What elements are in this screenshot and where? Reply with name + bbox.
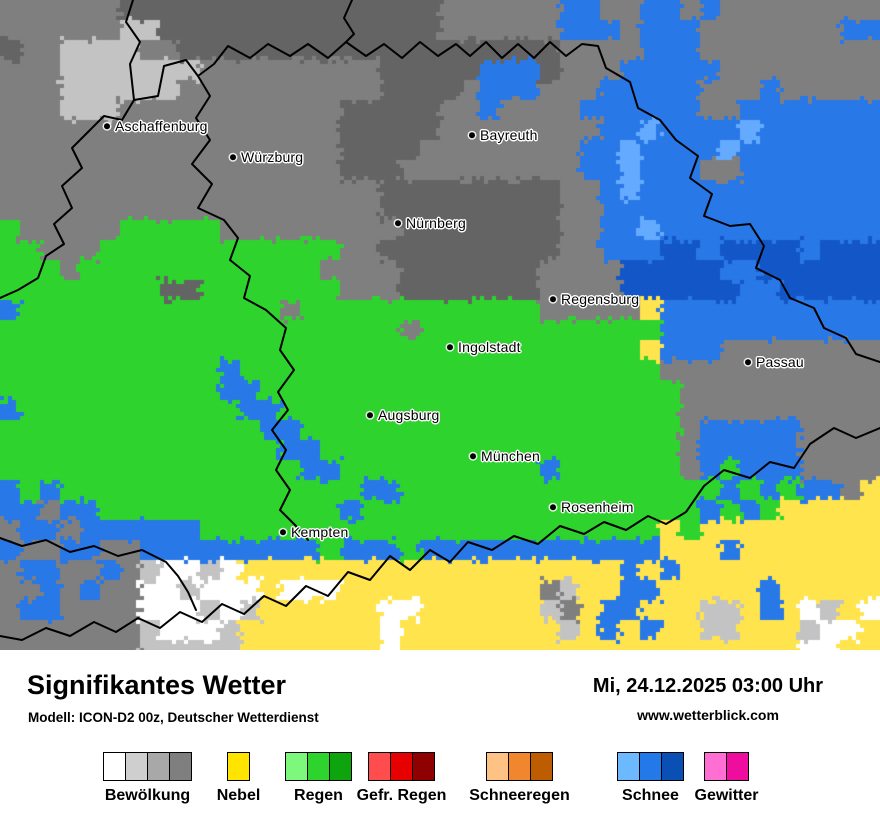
website-label: www.wetterblick.com xyxy=(637,707,779,723)
legend-swatch xyxy=(103,752,126,781)
city-dot xyxy=(470,453,476,460)
legend-label: Schneeregen xyxy=(469,787,570,804)
border-line xyxy=(87,41,599,133)
state-borders-overlay xyxy=(0,0,880,641)
city-dot xyxy=(230,154,236,161)
city-label: Würzburg xyxy=(241,149,304,166)
legend-label: Regen xyxy=(294,787,343,804)
city-marker-ingolstadt: Ingolstadt xyxy=(447,339,521,355)
caption-area: Signifikantes Wetter Modell: ICON-D2 00z… xyxy=(0,650,880,830)
legend-swatch xyxy=(307,752,330,781)
city-dot xyxy=(104,123,110,130)
city-label: Regensburg xyxy=(561,291,640,308)
city-marker-regensburg: Regensburg xyxy=(550,291,639,307)
city-dot xyxy=(367,412,373,419)
legend-swatch-row xyxy=(227,752,250,781)
city-label: Aschaffenburg xyxy=(115,118,208,135)
city-label: München xyxy=(481,448,540,465)
border-line xyxy=(191,75,309,541)
datetime-block: Mi, 24.12.2025 03:00 Uhr www.wetterblick… xyxy=(558,675,858,723)
city-dot xyxy=(550,296,556,303)
legend-swatch xyxy=(508,752,531,781)
city-dot xyxy=(745,359,751,366)
city-label: Kempten xyxy=(291,524,349,541)
legend-group-schneeregen: Schneeregen xyxy=(469,752,570,804)
legend-swatch-row xyxy=(486,752,553,781)
legend-swatch xyxy=(726,752,749,781)
city-marker-münchen: München xyxy=(470,448,540,464)
border-line xyxy=(343,0,355,43)
legend-group-gefr-regen: Gefr. Regen xyxy=(357,752,446,804)
legend-swatch-row xyxy=(617,752,684,781)
border-line xyxy=(597,45,880,363)
legend-swatch xyxy=(125,752,148,781)
legend-label: Schnee xyxy=(622,787,679,804)
city-marker-rosenheim: Rosenheim xyxy=(550,499,634,515)
city-marker-bayreuth: Bayreuth xyxy=(469,127,538,143)
legend-label: Bewölkung xyxy=(104,787,191,804)
page-title: Signifikantes Wetter xyxy=(27,670,287,700)
legend-group-nebel: Nebel xyxy=(217,752,260,804)
legend-swatch-row xyxy=(368,752,435,781)
border-line xyxy=(0,427,880,641)
city-label: Ingolstadt xyxy=(458,339,521,356)
city-marker-aschaffenburg: Aschaffenburg xyxy=(104,118,208,134)
legend-group-schnee: Schnee xyxy=(617,752,684,804)
legend-swatch xyxy=(704,752,727,781)
legend-swatch xyxy=(390,752,413,781)
legend-label: Gewitter xyxy=(694,787,759,804)
legend-group-regen: Regen xyxy=(285,752,352,804)
city-dot xyxy=(447,344,453,351)
legend-swatch-row xyxy=(103,752,192,781)
city-marker-würzburg: Würzburg xyxy=(230,149,303,165)
city-dot xyxy=(395,220,401,227)
border-line xyxy=(0,131,89,299)
legend-swatch-row xyxy=(704,752,749,781)
legend-label: Gefr. Regen xyxy=(356,787,447,804)
border-line xyxy=(0,537,197,611)
datetime-label: Mi, 24.12.2025 03:00 Uhr xyxy=(592,675,824,697)
border-line xyxy=(125,0,141,101)
legend-swatch xyxy=(617,752,640,781)
city-label: Rosenheim xyxy=(561,499,634,516)
city-marker-passau: Passau xyxy=(745,354,804,370)
city-dot xyxy=(550,504,556,511)
legend-swatch-row xyxy=(285,752,352,781)
legend-swatch xyxy=(329,752,352,781)
precipitation-raster-layer xyxy=(0,0,880,650)
legend-swatch xyxy=(285,752,308,781)
city-label: Augsburg xyxy=(378,407,440,424)
city-label: Bayreuth xyxy=(480,127,538,144)
legend-group-bewölkung: Bewölkung xyxy=(103,752,192,804)
legend-swatch xyxy=(639,752,662,781)
legend-swatch xyxy=(530,752,553,781)
weather-map: Aschaffenburg Würzburg Bayreuth Nürnberg Reg… xyxy=(0,0,880,650)
legend-swatch xyxy=(661,752,684,781)
legend-swatch xyxy=(169,752,192,781)
legend-swatch xyxy=(412,752,435,781)
city-marker-augsburg: Augsburg xyxy=(367,407,440,423)
city-dot xyxy=(469,132,475,139)
legend-swatch xyxy=(227,752,250,781)
legend-label: Nebel xyxy=(216,787,261,804)
city-marker-kempten: Kempten xyxy=(280,524,348,540)
legend-swatch xyxy=(147,752,170,781)
legend-swatch xyxy=(486,752,509,781)
city-marker-nürnberg: Nürnberg xyxy=(395,215,466,231)
model-label: Modell: ICON-D2 00z, Deutscher Wetterdie… xyxy=(28,710,319,725)
city-dot xyxy=(280,529,286,536)
city-label: Nürnberg xyxy=(406,215,466,232)
city-label: Passau xyxy=(756,354,804,371)
legend-group-gewitter: Gewitter xyxy=(694,752,759,804)
legend-swatch xyxy=(368,752,391,781)
